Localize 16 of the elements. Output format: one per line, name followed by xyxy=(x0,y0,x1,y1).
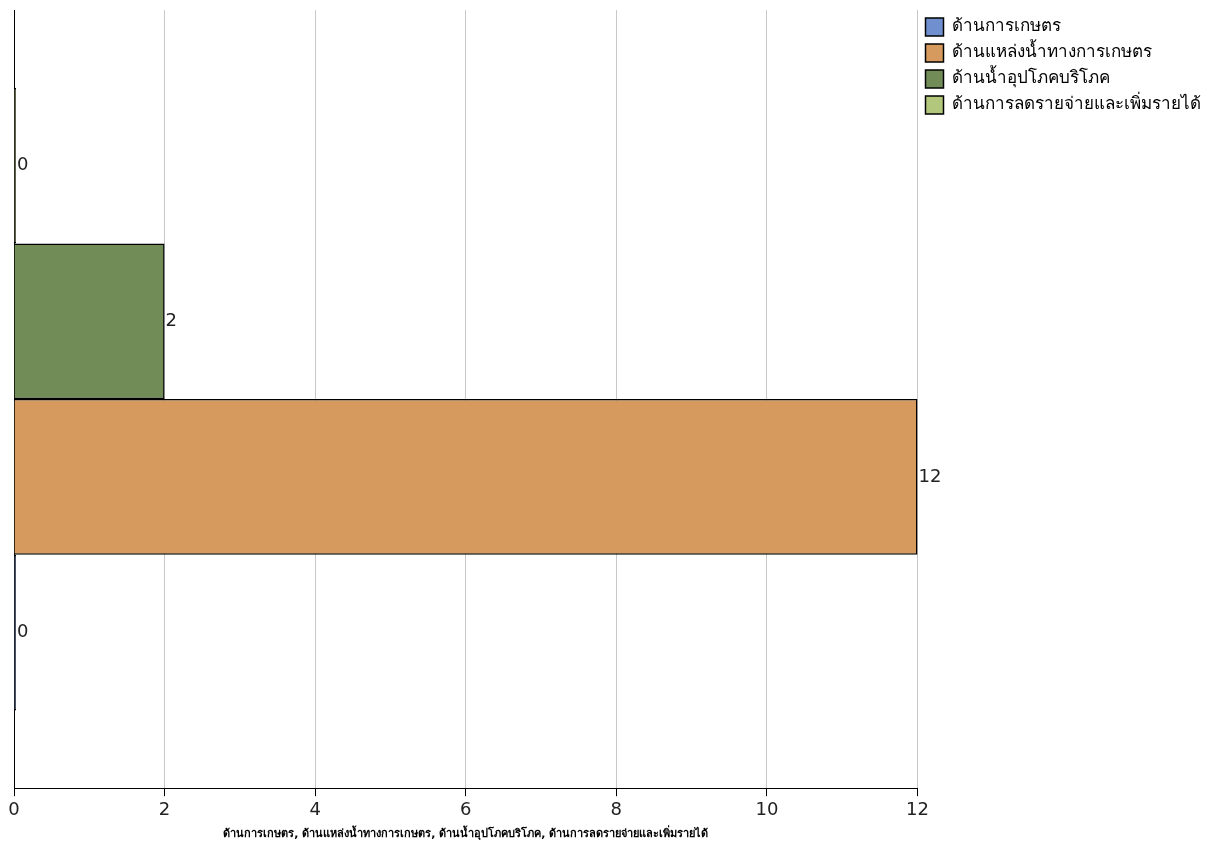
legend-label: ด้านการเกษตร xyxy=(952,15,1061,36)
x-tick-label: 8 xyxy=(610,797,623,819)
data-label: 0 xyxy=(17,153,29,175)
legend-label: ด้านการลดรายจ่ายและเพิ่มรายได้ xyxy=(952,91,1201,114)
x-tick-label: 0 xyxy=(8,797,20,819)
data-label: 0 xyxy=(17,620,29,642)
x-tick-label: 4 xyxy=(309,797,321,819)
x-tick-label: 12 xyxy=(906,797,929,819)
legend-label: ด้านแหล่งน้ำทางการเกษตร xyxy=(952,39,1152,62)
x-tick-label: 6 xyxy=(460,797,472,819)
x-tick-label: 10 xyxy=(755,797,779,819)
data-label: 2 xyxy=(165,308,178,330)
legend-label: ด้านน้ำอุปโภคบริโภค xyxy=(952,65,1110,89)
x-axis-title: ด้านการเกษตร, ด้านแหล่งน้ำทางการเกษตร, ด้านน้ำอุปโภคบริโภค, ด้านการลดรายจ่ายและเพิ่มรายได้ xyxy=(223,825,709,842)
data-label: 12 xyxy=(918,464,942,486)
x-tick-label: 2 xyxy=(158,797,171,819)
